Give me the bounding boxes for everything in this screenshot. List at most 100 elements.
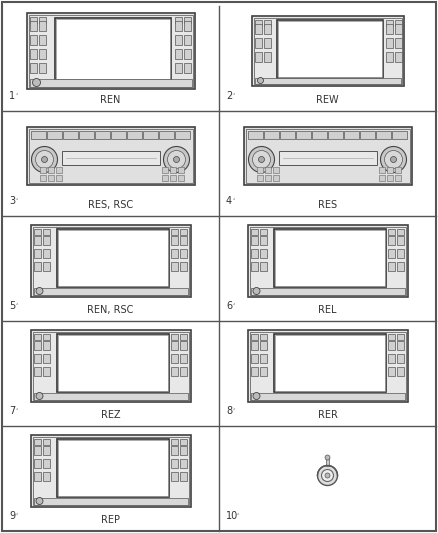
Bar [275, 335, 385, 391]
Bar [257, 174, 262, 181]
Bar [246, 128, 410, 182]
Bar [244, 126, 411, 184]
Bar [360, 131, 374, 139]
Circle shape [325, 473, 330, 478]
Bar [57, 334, 169, 392]
Bar [386, 166, 392, 173]
Bar [180, 353, 187, 362]
Bar [247, 224, 407, 296]
Text: 6: 6 [226, 301, 232, 311]
Bar [275, 230, 385, 286]
Bar [162, 166, 167, 173]
Bar [170, 341, 177, 350]
Bar [31, 131, 46, 139]
Bar [396, 229, 403, 235]
Bar [378, 174, 385, 181]
Bar [127, 131, 141, 139]
Bar [180, 367, 187, 376]
Circle shape [167, 150, 186, 168]
Text: ʼ: ʼ [15, 199, 17, 205]
Bar [392, 131, 406, 139]
Bar [259, 229, 266, 235]
Bar [159, 131, 173, 139]
Circle shape [385, 150, 403, 168]
Bar [395, 166, 400, 173]
Polygon shape [318, 465, 338, 475]
Bar [180, 229, 187, 235]
Bar [42, 439, 49, 445]
Bar [170, 439, 177, 445]
Bar [395, 20, 402, 26]
Bar [396, 262, 403, 271]
Circle shape [36, 497, 43, 505]
Bar [259, 262, 266, 271]
Bar [254, 52, 261, 61]
Bar [272, 174, 279, 181]
Bar [388, 334, 395, 340]
Bar [259, 353, 266, 362]
Bar [395, 52, 402, 61]
Bar [33, 229, 40, 235]
Bar [27, 126, 194, 184]
Bar [46, 131, 61, 139]
Bar [395, 174, 400, 181]
Circle shape [173, 157, 180, 163]
Bar [180, 446, 187, 455]
Bar [177, 174, 184, 181]
Bar [170, 334, 177, 340]
Bar [162, 174, 167, 181]
Text: REW: REW [316, 95, 339, 105]
Bar [259, 236, 266, 245]
Circle shape [42, 157, 47, 163]
Bar [251, 229, 258, 235]
Bar [39, 17, 46, 22]
Text: ʼ: ʼ [15, 304, 17, 310]
Bar [33, 236, 40, 245]
Bar [311, 131, 326, 139]
Circle shape [258, 77, 264, 84]
Bar [170, 367, 177, 376]
Bar [184, 17, 191, 22]
Bar [265, 166, 271, 173]
Bar [386, 174, 392, 181]
Text: ʼ: ʼ [15, 409, 17, 415]
Bar [326, 457, 329, 465]
Text: ʼ: ʼ [232, 409, 234, 415]
Bar [184, 62, 191, 72]
Bar [264, 131, 279, 139]
Bar [170, 248, 177, 257]
Bar [33, 334, 40, 340]
Bar [170, 472, 177, 481]
Bar [29, 78, 191, 86]
Bar [251, 287, 405, 295]
Bar [170, 262, 177, 271]
Bar [47, 166, 53, 173]
Circle shape [32, 78, 40, 86]
Bar [251, 367, 258, 376]
Bar [33, 458, 40, 467]
Bar [170, 174, 176, 181]
Bar [259, 248, 266, 257]
Bar [184, 49, 191, 59]
Bar [278, 20, 381, 77]
Bar [184, 20, 191, 30]
Bar [395, 37, 402, 47]
Bar [254, 18, 402, 84]
Bar [42, 458, 49, 467]
Bar [170, 353, 177, 362]
Text: REN, RSC: REN, RSC [87, 305, 134, 315]
Bar [259, 367, 266, 376]
Bar [56, 19, 170, 78]
Bar [174, 17, 181, 22]
Bar [264, 37, 271, 47]
Text: 4: 4 [226, 196, 232, 206]
Bar [250, 332, 406, 400]
Circle shape [163, 147, 190, 173]
Bar [39, 166, 46, 173]
Bar [33, 353, 40, 362]
Bar [385, 37, 392, 47]
Bar [33, 262, 40, 271]
Bar [33, 472, 40, 481]
Text: REL: REL [318, 305, 337, 315]
Bar [39, 62, 46, 72]
